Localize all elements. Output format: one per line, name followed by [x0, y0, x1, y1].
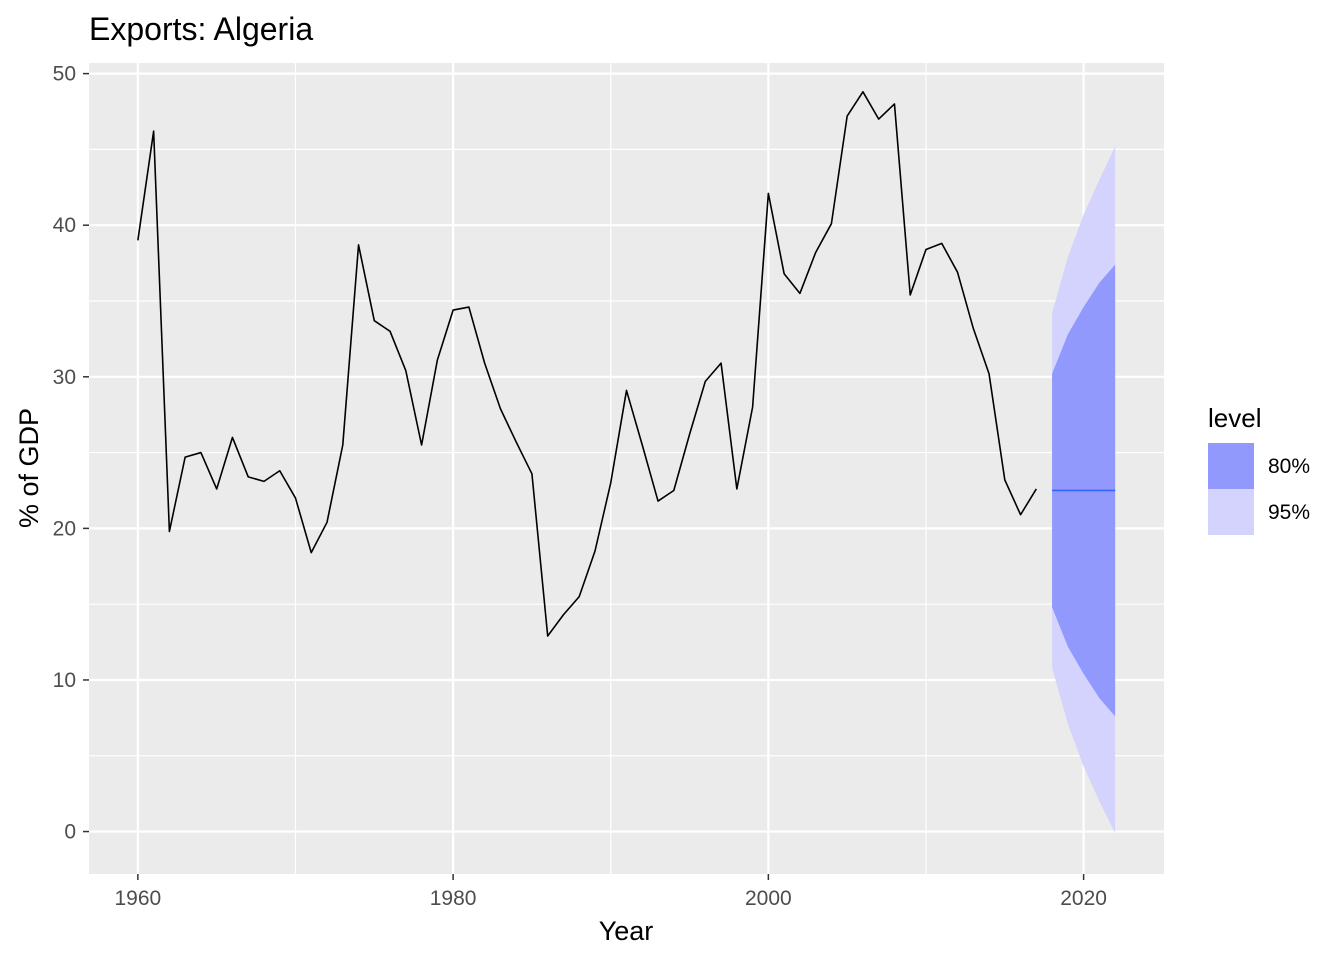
series-layer	[137, 91, 1038, 637]
plot-panel	[89, 63, 1164, 874]
legend-key	[1208, 489, 1254, 535]
x-axis: 1960 1980 2000 2020	[115, 874, 1107, 910]
minor-gridlines	[89, 63, 1164, 874]
y-axis: 0 10 20 30 40 50	[53, 63, 89, 844]
legend: level 80% 95%	[1208, 403, 1310, 535]
y-tick-label: 40	[53, 214, 76, 237]
y-tick-label: 30	[53, 366, 76, 389]
legend-title: level	[1208, 403, 1261, 433]
x-tick-label: 1980	[430, 887, 477, 910]
y-axis-title: % of GDP	[14, 408, 44, 528]
y-tick-label: 20	[53, 517, 76, 540]
major-gridlines	[89, 63, 1164, 874]
y-tick-label: 10	[53, 669, 76, 692]
forecast-bands	[1052, 146, 1116, 834]
legend-key	[1208, 443, 1254, 489]
chart-title: Exports: Algeria	[89, 11, 313, 47]
x-tick-label: 2000	[745, 887, 792, 910]
y-tick-label: 0	[64, 821, 76, 844]
legend-label: 95%	[1268, 501, 1310, 524]
series-line	[137, 91, 1038, 637]
y-tick-label: 50	[53, 63, 76, 86]
x-tick-label: 2020	[1060, 887, 1107, 910]
x-axis-title: Year	[599, 916, 654, 946]
x-tick-label: 1960	[115, 887, 162, 910]
legend-label: 80%	[1268, 455, 1310, 478]
